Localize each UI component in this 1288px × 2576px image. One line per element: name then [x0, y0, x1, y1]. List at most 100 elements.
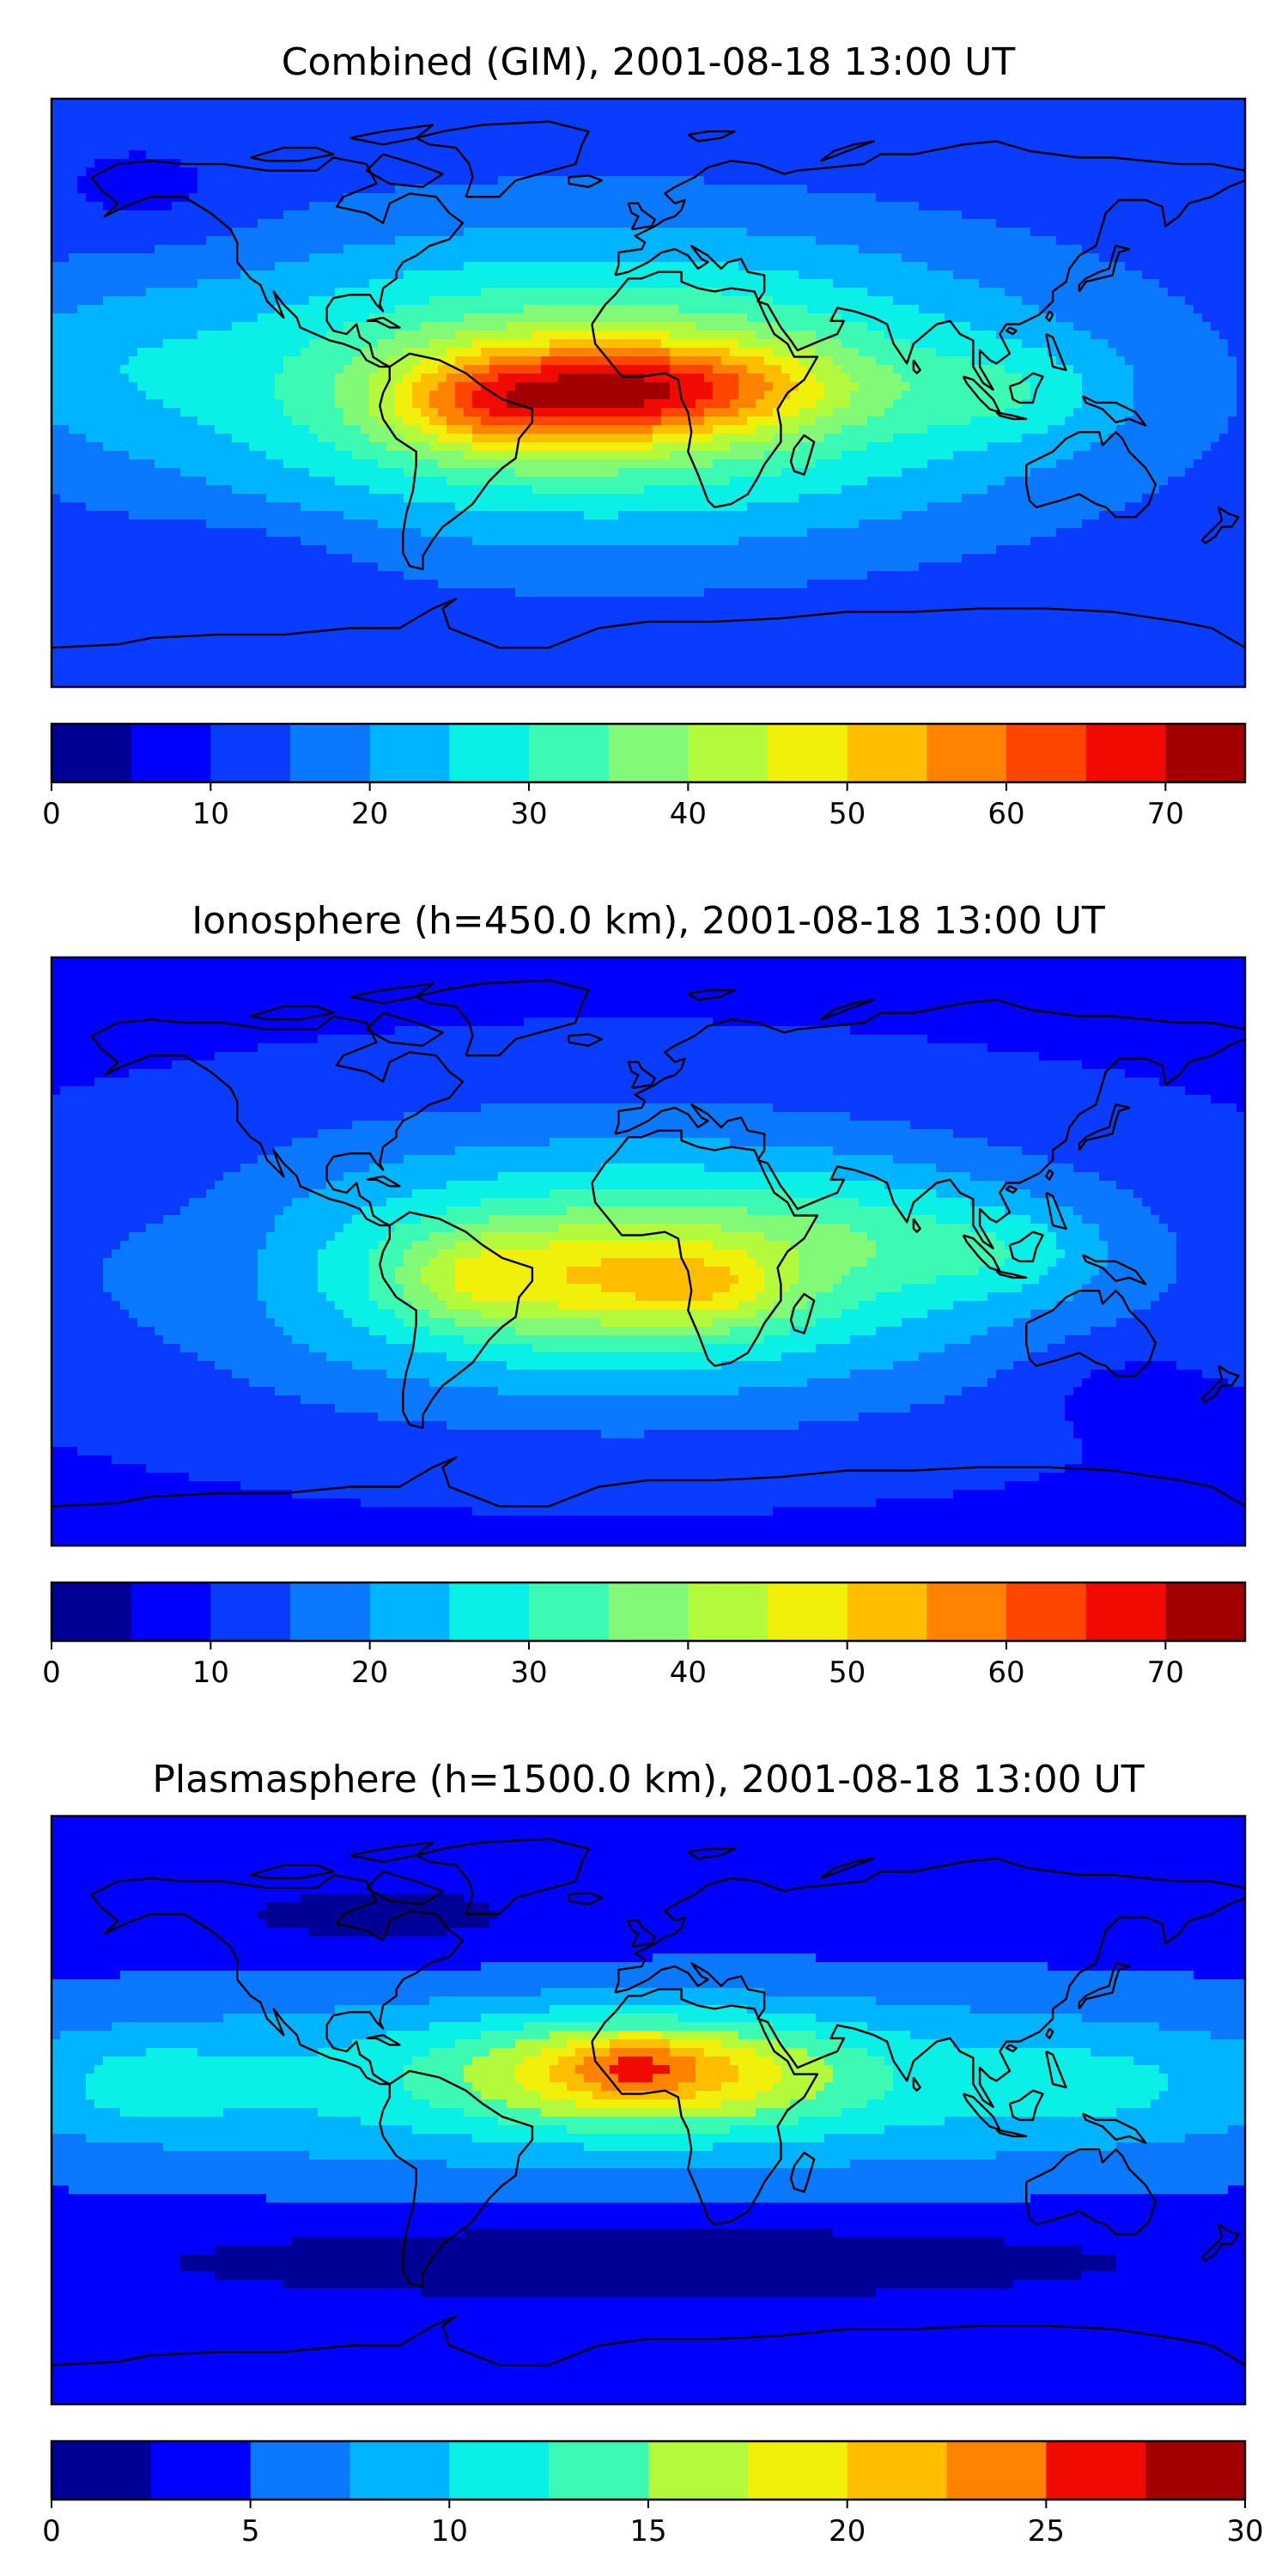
coastline [1045, 310, 1054, 322]
colorbar-frame [50, 722, 1247, 784]
coastline [912, 1218, 921, 1233]
colorbar-segment [250, 2441, 350, 2500]
coastline [366, 316, 401, 329]
colorbar-segment [608, 1583, 689, 1641]
colorbar-tick-label: 20 [351, 1656, 388, 1690]
colorbar-tick-label: 15 [629, 2514, 666, 2549]
coastline [614, 1857, 1245, 2108]
colorbar-tick-label: 10 [431, 2514, 468, 2549]
coastline [962, 1234, 1001, 1273]
colorbar-segment [529, 1583, 610, 1641]
coastlines [52, 120, 1245, 649]
colorbar-segment [210, 724, 291, 782]
colorbar-tick-label: 50 [829, 1656, 866, 1690]
panel-title: Combined (GIM), 2001-08-18 13:00 UT [282, 40, 1016, 84]
colorbar-segment [747, 2441, 848, 2500]
coastlines [52, 1838, 1245, 2366]
coastline [1024, 431, 1157, 519]
coastline [568, 1892, 604, 1906]
colorbar-segment [449, 724, 530, 782]
coastline [1081, 2112, 1147, 2144]
coastline [687, 130, 736, 143]
coastline [614, 999, 1245, 1249]
coastline [1078, 1103, 1131, 1151]
coastline [820, 999, 875, 1021]
coastline [1078, 1962, 1131, 2010]
colorbar-tick-label: 0 [42, 2514, 61, 2549]
coastline [365, 1012, 444, 1048]
coastline [379, 352, 534, 571]
colorbar: 0 10 20 30 40 50 60 70 [42, 722, 1247, 831]
coastline [90, 156, 464, 368]
colorbar-segment [290, 1583, 371, 1641]
colorbar-tick-label: 20 [829, 2514, 866, 2549]
coastline [1081, 395, 1147, 427]
coastline [687, 988, 736, 1001]
coastline [366, 2033, 401, 2046]
colorbar-frame [50, 1581, 1247, 1643]
coastline [52, 598, 1245, 649]
coastline [687, 1847, 736, 1860]
colorbar-segment [369, 724, 450, 782]
coastline [415, 979, 590, 1057]
coastline [912, 359, 921, 374]
colorbar-tick-label: 50 [829, 797, 866, 831]
coastline [250, 146, 335, 162]
colorbar-tick-label: 70 [1147, 797, 1184, 831]
colorbar-segment [1046, 2441, 1146, 2500]
coastline [415, 120, 590, 198]
colorbar-segment [210, 1583, 291, 1641]
coastline [379, 1211, 534, 1430]
colorbar-segment [52, 724, 132, 782]
map-frame [50, 956, 1247, 1547]
coastline [250, 1005, 335, 1021]
coastline [250, 1863, 335, 1880]
colorbar-segment [449, 2441, 550, 2500]
map-frame [50, 97, 1247, 689]
coastline [1008, 1230, 1044, 1263]
coastline [962, 375, 1001, 414]
colorbar-segment [1165, 1583, 1246, 1641]
colorbar-segment [52, 1583, 132, 1641]
coastline [1005, 2044, 1018, 2053]
coastline [365, 153, 444, 189]
coastline [962, 2093, 1001, 2131]
coastline [995, 2129, 1028, 2138]
coastline [349, 124, 434, 146]
colorbar: 0 5 10 15 20 25 30 [42, 2439, 1264, 2549]
coastline [349, 1841, 434, 1863]
colorbar-segment [290, 724, 371, 782]
coastline [789, 434, 816, 476]
map-frame [50, 1814, 1247, 2406]
tec-field-map [52, 1816, 1245, 2404]
colorbar-segment [927, 1583, 1007, 1641]
colorbar-segment [946, 2441, 1047, 2500]
coastline [789, 2151, 816, 2193]
colorbar-segment [549, 2441, 649, 2500]
colorbar-segment [449, 1583, 530, 1641]
colorbar-segment [131, 1583, 211, 1641]
coastline [349, 982, 434, 1005]
colorbar-segment [131, 724, 211, 782]
coastline [912, 2076, 921, 2092]
colorbar-segment [608, 724, 689, 782]
colorbar-segment [150, 2441, 252, 2500]
colorbar-segment [369, 1583, 450, 1641]
coastline [90, 1015, 464, 1227]
coastline [1078, 245, 1131, 293]
colorbar-segment [688, 1583, 769, 1641]
colorbar: 0 10 20 30 40 50 60 70 [42, 1581, 1247, 1690]
coastline [568, 174, 604, 189]
coastline [1008, 372, 1044, 404]
colorbar-segment [529, 724, 610, 782]
coastline [1200, 1364, 1240, 1403]
coastline [591, 1988, 819, 2226]
panel-title: Plasmasphere (h=1500.0 km), 2001-08-18 1… [152, 1758, 1144, 1801]
panel-title: Ionosphere (h=450.0 km), 2001-08-18 13:0… [191, 899, 1105, 943]
panel-ionosphere: Ionosphere (h=450.0 km), 2001-08-18 13:0… [42, 899, 1247, 1690]
colorbar-tick-label: 25 [1028, 2514, 1065, 2549]
coastline [614, 140, 1245, 391]
coastline [366, 1175, 401, 1188]
coastline [627, 1060, 656, 1090]
coastline [820, 140, 875, 162]
